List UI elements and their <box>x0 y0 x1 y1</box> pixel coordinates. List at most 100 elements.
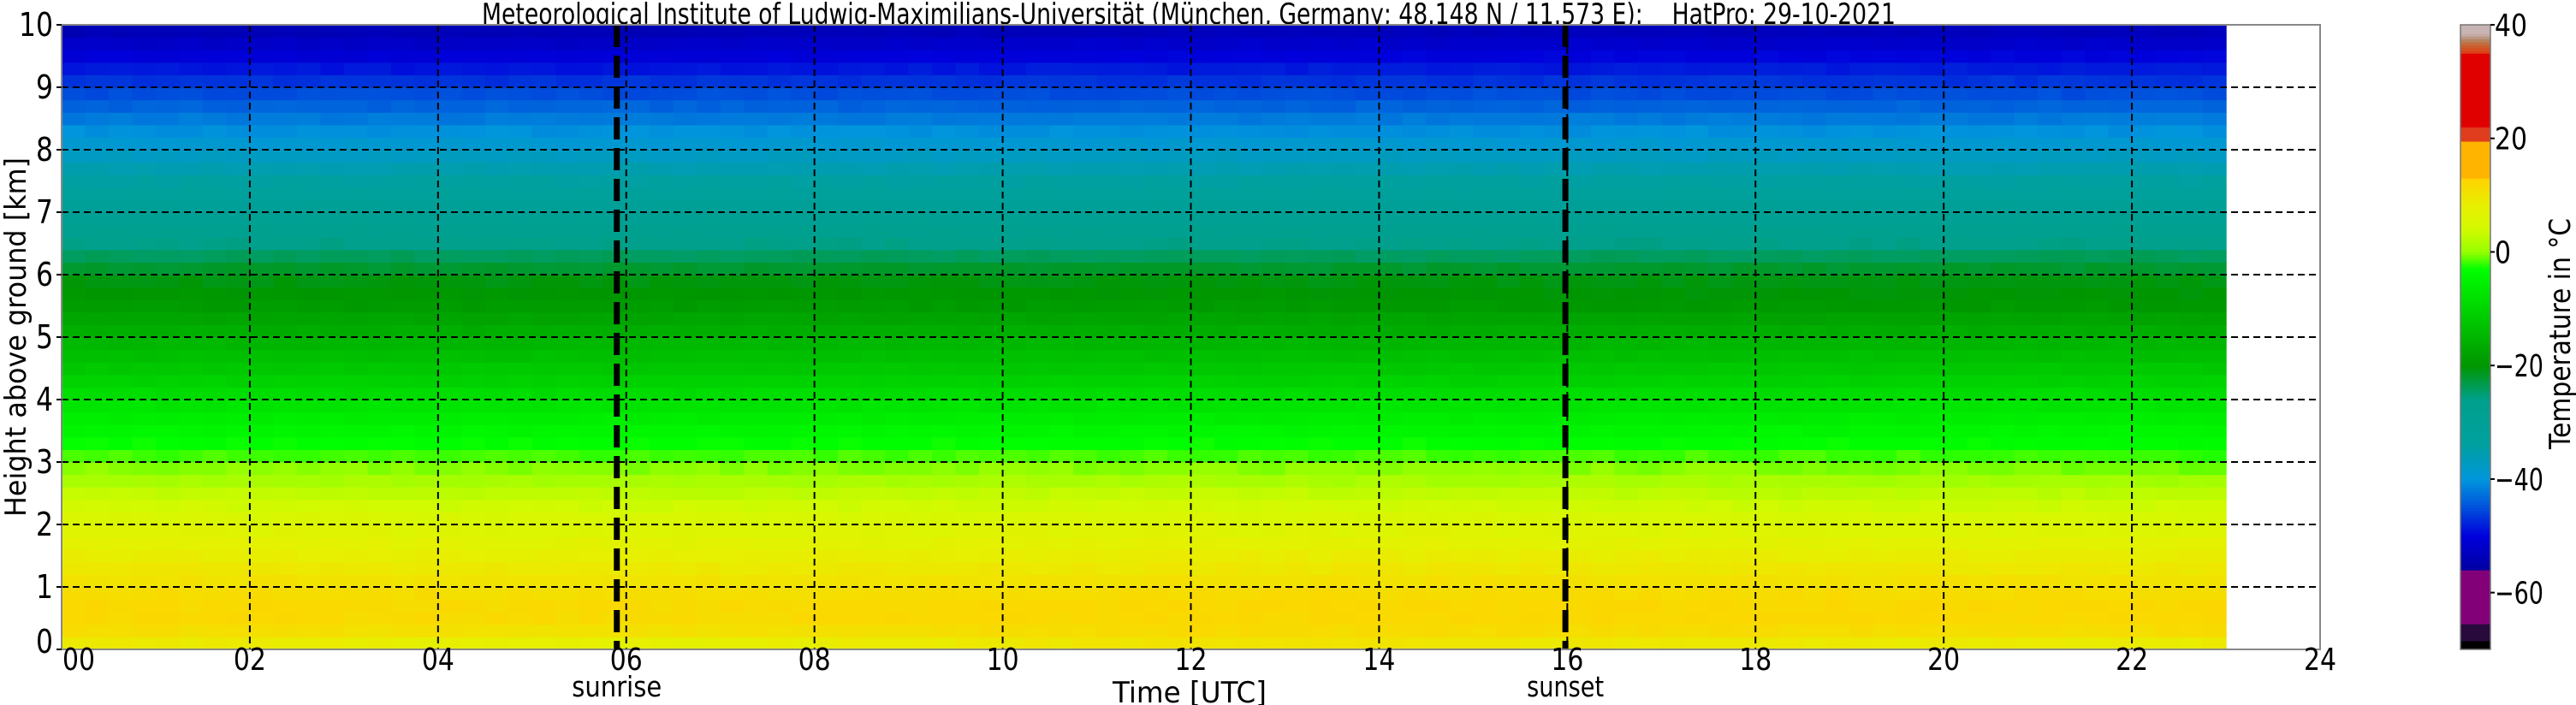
heatmap-cell <box>343 374 368 388</box>
heatmap-cell <box>1637 436 1662 450</box>
heatmap-cell <box>791 599 816 613</box>
heatmap-cell <box>1755 311 1780 325</box>
heatmap-cell <box>1402 299 1427 313</box>
heatmap-cell <box>1167 374 1192 388</box>
heatmap-cell <box>1426 449 1451 463</box>
heatmap-cell <box>838 337 863 351</box>
heatmap-cell <box>1567 474 1592 488</box>
heatmap-cell <box>1214 175 1239 188</box>
heatmap-cell <box>437 187 462 200</box>
heatmap-cell <box>1967 624 1991 637</box>
heatmap-cell <box>814 287 839 300</box>
heatmap-cell <box>132 112 157 126</box>
heatmap-cell <box>1261 424 1286 438</box>
heatmap-cell <box>673 574 697 588</box>
heatmap-cell <box>2132 549 2157 563</box>
heatmap-cell <box>1520 62 1545 75</box>
y-tick-label: 3 <box>36 443 53 481</box>
heatmap-cell <box>767 224 792 238</box>
heatmap-cell <box>1167 299 1192 313</box>
heatmap-cell <box>2179 599 2204 613</box>
heatmap-cell <box>179 112 204 126</box>
heatmap-cell <box>390 487 415 501</box>
heatmap-cell <box>85 25 110 39</box>
heatmap-cell <box>2038 175 2063 188</box>
heatmap-cell <box>767 199 792 213</box>
heatmap-cell <box>1873 512 1897 525</box>
heatmap-cell <box>508 400 533 413</box>
heatmap-cell <box>367 349 392 363</box>
heatmap-cell <box>1520 561 1545 575</box>
heatmap-cell <box>861 37 886 50</box>
heatmap-cell <box>579 150 603 163</box>
heatmap-cell <box>1590 412 1615 425</box>
heatmap-cell <box>1167 549 1192 563</box>
heatmap-cell <box>2179 512 2204 525</box>
heatmap-cell <box>579 400 603 413</box>
heatmap-cell <box>1661 424 1686 438</box>
heatmap-cell <box>2132 587 2157 601</box>
heatmap-cell <box>1637 499 1662 512</box>
heatmap-cell <box>1614 512 1639 525</box>
heatmap-cell <box>202 224 227 238</box>
heatmap-cell <box>885 50 910 63</box>
heatmap-cell <box>226 275 251 288</box>
heatmap-cell <box>1825 124 1850 138</box>
heatmap-cell <box>109 62 134 75</box>
heatmap-cell <box>791 124 816 138</box>
colorbar-slice <box>2460 320 2490 323</box>
heatmap-cell <box>296 99 321 113</box>
heatmap-cell <box>1778 25 1803 39</box>
heatmap-cell <box>226 262 251 275</box>
heatmap-cell <box>1167 612 1192 625</box>
heatmap-cell <box>367 574 392 588</box>
heatmap-cell <box>273 362 298 376</box>
heatmap-cell <box>861 449 886 463</box>
heatmap-cell <box>1238 124 1262 138</box>
heatmap-cell <box>697 612 721 625</box>
heatmap-cell <box>1708 237 1733 251</box>
colorbar-slice <box>2460 572 2490 577</box>
heatmap-cell <box>744 287 769 300</box>
heatmap-cell <box>979 324 1004 338</box>
heatmap-cell <box>650 37 674 50</box>
heatmap-cell <box>2155 212 2180 226</box>
heatmap-cell <box>1002 199 1027 213</box>
heatmap-cell <box>650 87 674 101</box>
heatmap-cell <box>1520 474 1545 488</box>
heatmap-cell <box>1285 212 1309 226</box>
heatmap-cell <box>367 275 392 288</box>
heatmap-cell <box>461 324 486 338</box>
heatmap-cell <box>132 574 157 588</box>
heatmap-cell <box>249 462 274 476</box>
heatmap-cell <box>437 137 462 151</box>
heatmap-cell <box>1449 549 1474 563</box>
heatmap-cell <box>626 175 650 188</box>
heatmap-cell <box>1167 150 1192 163</box>
heatmap-cell <box>2085 87 2110 101</box>
heatmap-cell <box>2155 449 2180 463</box>
heatmap-cell <box>1402 487 1427 501</box>
heatmap-cell <box>249 212 274 226</box>
heatmap-cell <box>1661 212 1686 226</box>
heatmap-cell <box>109 436 134 450</box>
heatmap-cell <box>908 262 933 275</box>
heatmap-cell <box>1873 624 1897 637</box>
heatmap-cell <box>650 287 674 300</box>
heatmap-cell <box>1755 549 1780 563</box>
heatmap-cell <box>650 462 674 476</box>
heatmap-cell <box>1238 25 1262 39</box>
heatmap-cell <box>602 324 627 338</box>
heatmap-cell <box>1873 137 1897 151</box>
heatmap-cell <box>1261 99 1286 113</box>
heatmap-cell <box>2202 187 2227 200</box>
heatmap-cell <box>1543 324 1568 338</box>
heatmap-cell <box>202 124 227 138</box>
heatmap-cell <box>320 524 345 538</box>
heatmap-cell <box>1426 74 1451 88</box>
heatmap-cell <box>1614 175 1639 188</box>
heatmap-cell <box>2155 624 2180 637</box>
heatmap-cell <box>955 175 980 188</box>
heatmap-cell <box>650 362 674 376</box>
heatmap-cell <box>1073 387 1098 400</box>
